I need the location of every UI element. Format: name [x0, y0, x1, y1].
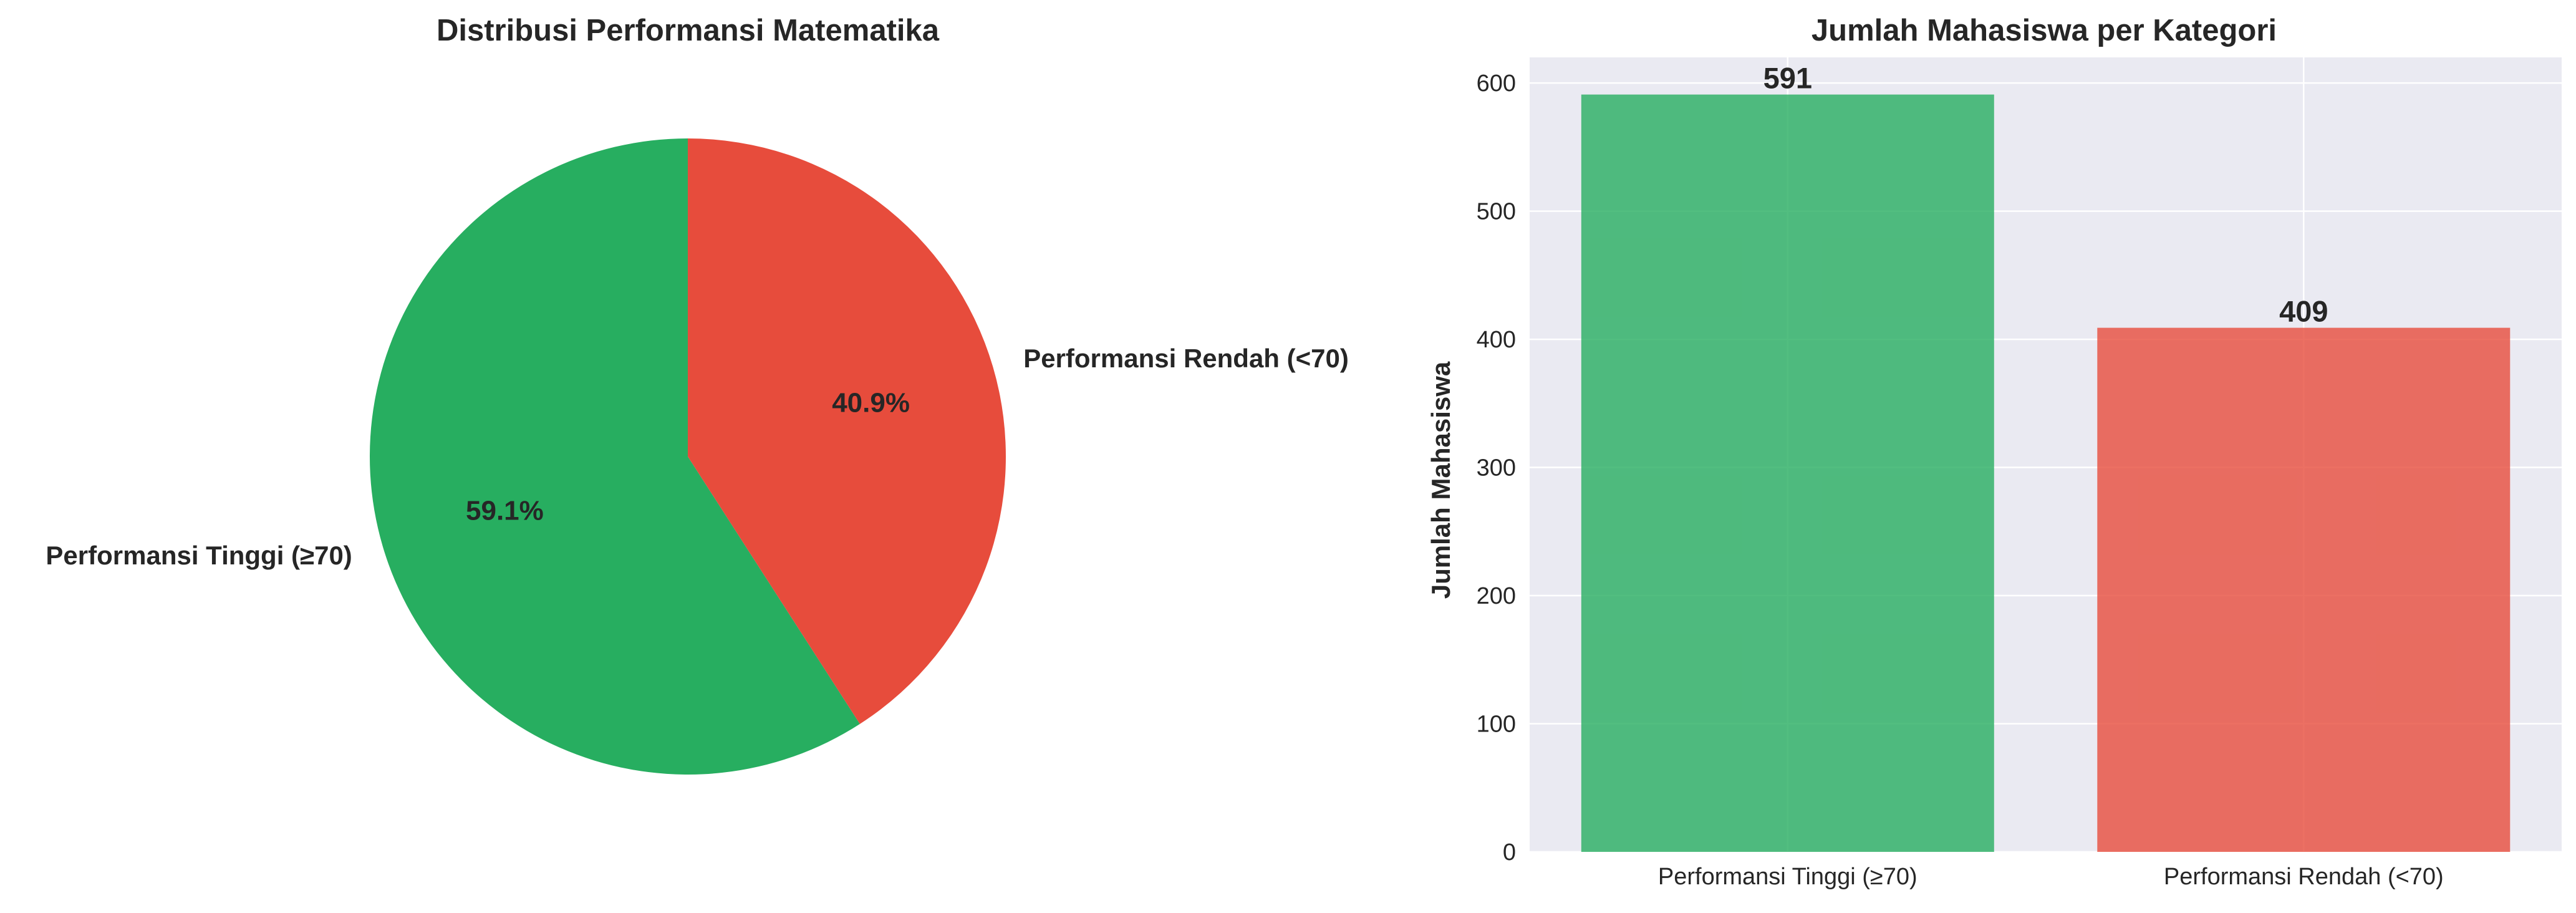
bar-y-tick-label: 100	[1477, 712, 1516, 738]
pie-slice-performansi-tinggi-70	[369, 138, 860, 775]
pie-category-label: Performansi Tinggi (≥70)	[46, 541, 352, 570]
pie-chart-panel: Distribusi Performansi Matematika 59.1% P…	[46, 14, 1349, 775]
bar-performansi-tinggi-70	[1581, 94, 1994, 853]
pie-percent-label: 40.9%	[832, 388, 910, 418]
bar-y-ticks: 0 100 200 300 400 500 600	[1477, 70, 1516, 866]
bar-y-tick-label: 300	[1477, 455, 1516, 481]
bar-y-tick-label: 400	[1477, 327, 1516, 353]
bar-x-tick-label: Performansi Rendah (<70)	[2164, 864, 2444, 890]
bar-y-tick-label: 0	[1503, 839, 1516, 866]
bar-y-tick-label: 200	[1477, 583, 1516, 609]
bar-x-tick-label: Performansi Tinggi (≥70)	[1658, 864, 1918, 890]
pie-slices	[369, 138, 1006, 775]
bar-y-tick-label: 500	[1477, 199, 1516, 225]
pie-percent-label: 59.1%	[466, 495, 544, 526]
bar-performansi-rendah-70	[2097, 327, 2511, 852]
bar-y-tick-label: 600	[1477, 70, 1516, 97]
pie-labels: 59.1% Performansi Tinggi (≥70) 40.9% Perfor…	[46, 344, 1348, 570]
bar-value-label: 591	[1763, 62, 1812, 95]
bar-y-axis-label: Jumlah Mahasiswa	[1426, 361, 1455, 599]
bar-value-label: 409	[2279, 295, 2328, 328]
pie-slice-performansi-rendah-70	[688, 138, 1006, 724]
bar-chart-title: Jumlah Mahasiswa per Kategori	[1811, 14, 2277, 47]
bar-chart-panel: Jumlah Mahasiswa per Kategori 0 100 200 300…	[1426, 14, 2562, 890]
bar-value-labels: 591 409	[1763, 62, 2328, 328]
bar-bars	[1581, 94, 2511, 853]
bar-x-ticks: Performansi Tinggi (≥70) Performansi Rend…	[1658, 864, 2444, 890]
pie-category-label: Performansi Rendah (<70)	[1023, 344, 1349, 373]
pie-chart-title: Distribusi Performansi Matematika	[437, 14, 940, 47]
